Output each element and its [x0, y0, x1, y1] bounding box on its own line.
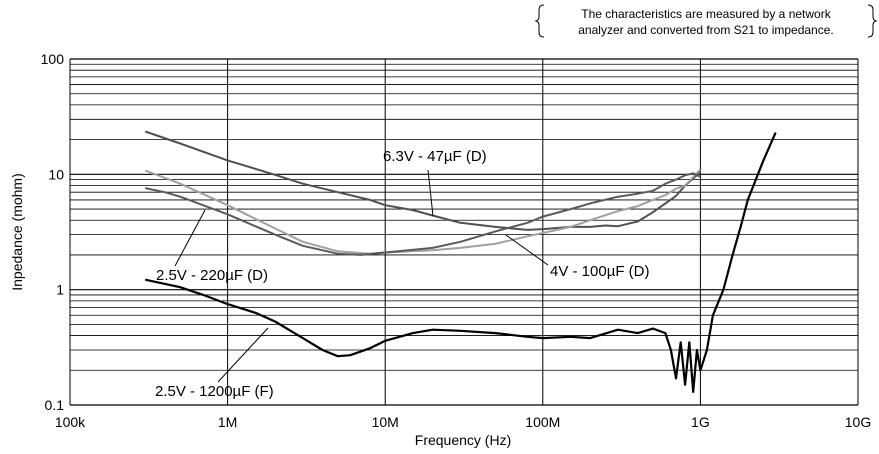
- x-tick-label: 10M: [372, 414, 399, 430]
- series-label: 2.5V - 220µF (D): [156, 267, 268, 284]
- series-line: [144, 172, 701, 256]
- series-label-leader: [217, 327, 269, 383]
- series-label: 2.5V - 1200µF (F): [155, 383, 274, 400]
- x-axis-label: Frequency (Hz): [415, 432, 511, 448]
- x-tick-label: 10G: [845, 414, 871, 430]
- x-tick-label: 100M: [525, 414, 560, 430]
- series-label-leader: [174, 209, 206, 267]
- note-line-1: The characteristics are measured by a ne…: [581, 7, 831, 21]
- y-tick-label: 10: [48, 166, 64, 182]
- y-tick-label: 100: [41, 51, 65, 67]
- series-label-leader: [505, 234, 549, 266]
- series-line: [144, 130, 702, 231]
- series-line: [144, 168, 702, 255]
- series-lines: [144, 130, 777, 393]
- series-line: [144, 132, 777, 393]
- y-tick-label: 1: [56, 282, 64, 298]
- grid: [69, 58, 859, 406]
- y-tick-label: 0.1: [45, 397, 65, 413]
- measurement-note: The characteristics are measured by a ne…: [534, 4, 878, 38]
- y-tick-labels: 0.1 1 10 100: [41, 51, 65, 413]
- y-axis-label: Inpedance (mohm): [9, 173, 25, 291]
- x-tick-label: 1G: [691, 414, 710, 430]
- series-labels: 6.3V - 47µF (D) 4V - 100µF (D) 2.5V - 220µ…: [155, 148, 650, 400]
- series-label: 4V - 100µF (D): [550, 263, 650, 280]
- series-label-leader: [427, 169, 434, 217]
- x-tick-label: 1M: [218, 414, 237, 430]
- series-label: 6.3V - 47µF (D): [383, 148, 487, 165]
- x-tick-label: 100k: [55, 414, 86, 430]
- note-line-2: analyzer and converted from S21 to imped…: [578, 23, 833, 37]
- x-tick-labels: 100k 1M 10M 100M 1G 10G: [55, 414, 871, 430]
